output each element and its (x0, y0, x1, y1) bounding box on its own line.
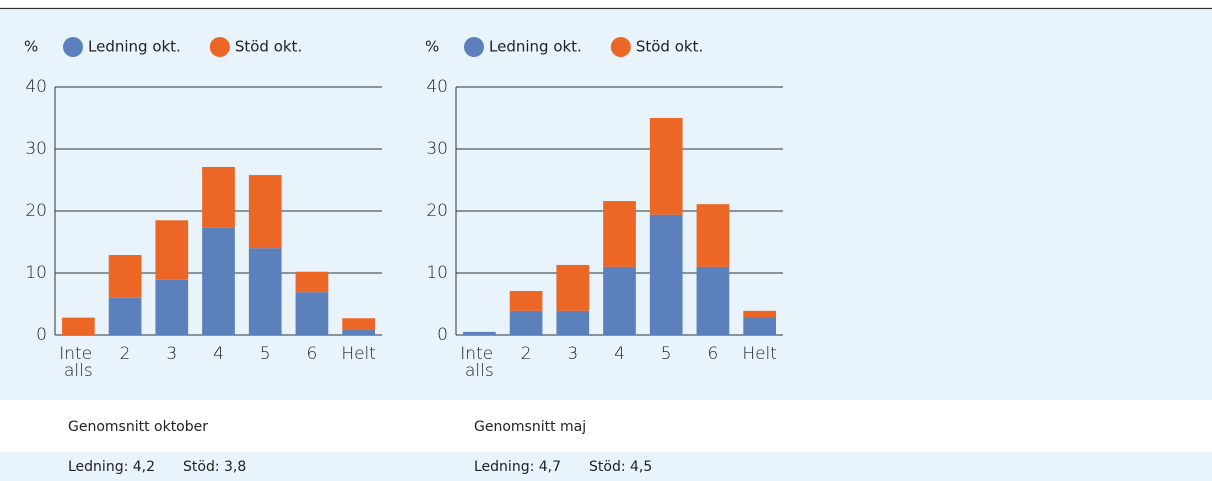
legend-swatch (209, 37, 230, 57)
bar (743, 317, 776, 335)
bar (202, 166, 235, 228)
x-tick-label: Helt (742, 344, 777, 364)
bar (248, 175, 282, 249)
x-tick-label: 2 (521, 344, 532, 364)
legend-swatch (63, 37, 83, 57)
summary-heading: Genomsnitt oktober (68, 419, 208, 435)
bar (155, 220, 189, 280)
y-tick-label: 20 (426, 201, 448, 221)
legend-swatch (464, 37, 484, 57)
bar (603, 201, 636, 267)
bar (696, 266, 730, 335)
bar (603, 266, 636, 335)
summary-item: Stöd: 4,5 (589, 459, 652, 475)
bar (202, 227, 235, 335)
bar (108, 297, 142, 335)
x-tick-label: 5 (661, 344, 672, 364)
bar (342, 330, 375, 335)
x-tick-label: 4 (213, 344, 224, 364)
bar (649, 214, 683, 335)
summary-band (0, 452, 1212, 481)
bar (295, 292, 329, 335)
y-tick-label: 20 (25, 201, 47, 221)
bar (155, 279, 189, 335)
y-tick-label: 30 (25, 139, 47, 159)
y-tick-label: 10 (426, 263, 448, 283)
x-tick-label: 4 (614, 344, 625, 364)
y-tick-label: 0 (437, 325, 448, 345)
y-tick-label: 30 (426, 139, 448, 159)
x-tick-label: 5 (260, 344, 271, 364)
summary-item: Ledning: 4,7 (474, 459, 561, 475)
bar (342, 318, 375, 331)
summary-heading: Genomsnitt maj (474, 419, 586, 435)
x-tick-label: Helt (341, 344, 376, 364)
bar (556, 310, 590, 335)
bar (62, 317, 95, 335)
bar (248, 248, 282, 335)
bar (649, 118, 683, 215)
y-tick-label: 0 (36, 325, 47, 345)
bar (463, 331, 496, 335)
x-tick-label: 3 (567, 344, 578, 364)
x-tick-label: 6 (708, 344, 719, 364)
x-tick-label: 3 (166, 344, 177, 364)
bar (509, 310, 543, 335)
y-axis-label: % (425, 38, 439, 56)
y-tick-label: 40 (426, 77, 448, 97)
bar (108, 255, 142, 298)
x-tick-label: Inte alls (460, 344, 498, 381)
summary-item: Ledning: 4,2 (68, 459, 155, 475)
y-axis-label: % (24, 38, 38, 56)
bar (556, 264, 590, 311)
legend-label: Stöd okt. (636, 38, 703, 56)
legend-swatch (610, 37, 631, 57)
legend-label: Ledning okt. (489, 38, 582, 56)
legend-label: Ledning okt. (88, 38, 181, 56)
x-tick-label: 2 (120, 344, 131, 364)
y-tick-label: 10 (25, 263, 47, 283)
x-tick-label: 6 (307, 344, 318, 364)
bar (295, 271, 329, 293)
bar (696, 204, 730, 267)
bar (509, 290, 543, 311)
bar (743, 310, 776, 318)
x-tick-label: Inte alls (59, 344, 97, 381)
y-tick-label: 40 (25, 77, 47, 97)
legend-label: Stöd okt. (235, 38, 302, 56)
summary-item: Stöd: 3,8 (183, 459, 246, 475)
